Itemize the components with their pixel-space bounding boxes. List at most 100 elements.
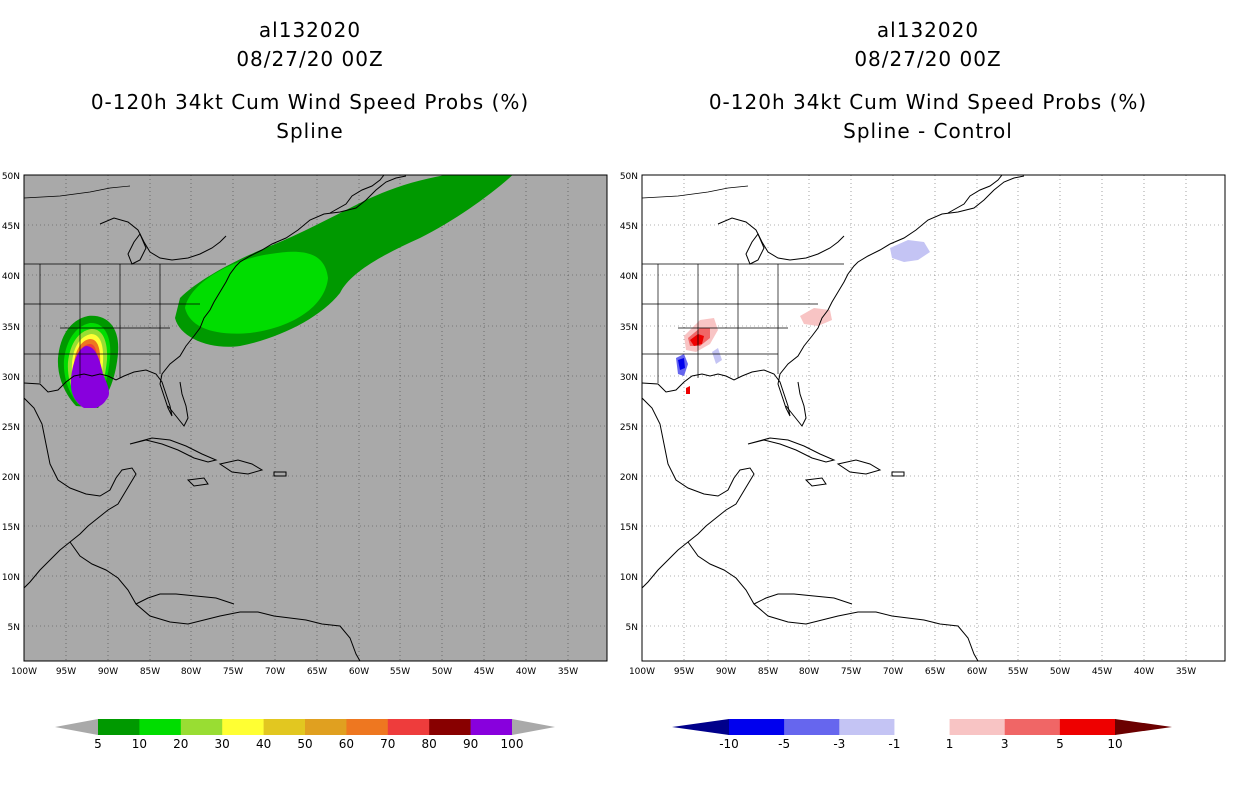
colorbar-label: 80 — [422, 737, 437, 751]
lon-label-95w: 95W — [56, 667, 76, 677]
colorbar-cell — [387, 719, 430, 735]
colorbar-under-arrow — [672, 719, 729, 735]
colorbar-label: -3 — [833, 737, 845, 751]
storm-id: al132020 — [876, 18, 980, 42]
colorbar-label: 10 — [1107, 737, 1122, 751]
lon-label-35w: 35W — [558, 667, 578, 677]
lon-label-45w: 45W — [474, 667, 494, 677]
lon-label-65w: 65W — [925, 667, 945, 677]
storm-id: al132020 — [258, 18, 362, 42]
lon-label-90w: 90W — [716, 667, 736, 677]
lon-label-95w: 95W — [674, 667, 694, 677]
ocean-background — [642, 175, 1225, 661]
lat-label-25n: 25N — [2, 423, 20, 433]
lon-label-80w: 80W — [181, 667, 201, 677]
colorbar-labels: -10 -5 -3 -1 1 3 5 10 — [719, 737, 1122, 751]
right-colorbar: -10 -5 -3 -1 1 3 5 10 — [672, 719, 1172, 751]
lon-labels: 100W 95W 90W 85W 80W 75W 70W 65W 60W 55W… — [629, 667, 1196, 677]
colorbar-cell — [839, 719, 895, 735]
colorbar-label: 10 — [132, 737, 147, 751]
colorbar-cell — [1059, 719, 1116, 735]
lat-label-40n: 40N — [620, 272, 638, 282]
colorbar-label: 90 — [463, 737, 478, 751]
colorbar-label: 5 — [1056, 737, 1064, 751]
lat-label-10n: 10N — [620, 573, 638, 583]
colorbar-cell — [222, 719, 264, 735]
lat-labels: 50N 45N 40N 35N 30N 25N 20N 15N 10N 5N — [620, 172, 638, 633]
colorbar-cell — [139, 719, 182, 735]
lon-label-60w: 60W — [349, 667, 369, 677]
lon-label-40w: 40W — [516, 667, 536, 677]
colorbar-label: 100 — [501, 737, 524, 751]
lon-label-70w: 70W — [883, 667, 903, 677]
colorbar-label: 70 — [380, 737, 395, 751]
lon-label-55w: 55W — [1008, 667, 1028, 677]
coastlines — [642, 175, 1025, 661]
colorbar-labels: 5 10 20 30 40 50 60 70 80 90 100 — [94, 737, 523, 751]
colorbar-cell — [305, 719, 347, 735]
right-difference-map: 50N 45N 40N 35N 30N 25N 20N 15N 10N 5N 1… — [620, 172, 1226, 677]
colorbar-label: -5 — [778, 737, 790, 751]
lon-label-45w: 45W — [1092, 667, 1112, 677]
lat-label-20n: 20N — [620, 473, 638, 483]
product-name: 0-120h 34kt Cum Wind Speed Probs (%) — [708, 90, 1148, 114]
colorbar-label: 40 — [256, 737, 271, 751]
lat-label-10n: 10N — [2, 573, 20, 583]
lat-label-5n: 5N — [626, 623, 638, 633]
lon-label-35w: 35W — [1176, 667, 1196, 677]
lat-label-30n: 30N — [620, 373, 638, 383]
lon-label-85w: 85W — [140, 667, 160, 677]
lon-label-55w: 55W — [390, 667, 410, 677]
lon-label-40w: 40W — [1134, 667, 1154, 677]
colorbar-cells — [729, 719, 1116, 735]
lat-label-15n: 15N — [2, 523, 20, 533]
left-panel-title: al132020 08/27/20 00Z 0-120h 34kt Cum Wi… — [10, 16, 610, 146]
lat-labels: 50N 45N 40N 35N 30N 25N 20N 15N 10N 5N — [2, 172, 20, 633]
colorbar-label: 5 — [94, 737, 102, 751]
lon-label-75w: 75W — [841, 667, 861, 677]
lon-label-75w: 75W — [223, 667, 243, 677]
left-colorbar: 5 10 20 30 40 50 60 70 80 90 100 — [55, 719, 555, 751]
lat-label-30n: 30N — [2, 373, 20, 383]
lon-label-100w: 100W — [629, 667, 655, 677]
map-frame — [23, 174, 608, 662]
colorbar-under-arrow — [55, 719, 98, 735]
lon-label-50w: 50W — [432, 667, 452, 677]
lat-label-50n: 50N — [2, 172, 20, 182]
lon-label-100w: 100W — [11, 667, 37, 677]
colorbar-cell — [263, 719, 306, 735]
lat-label-35n: 35N — [620, 323, 638, 333]
colorbar-cell — [180, 719, 223, 735]
colorbar-label: -10 — [719, 737, 739, 751]
lon-labels: 100W 95W 90W 85W 80W 75W 70W 65W 60W 55W… — [11, 667, 578, 677]
colorbar-cell — [429, 719, 471, 735]
lat-label-20n: 20N — [2, 473, 20, 483]
colorbar-cell — [98, 719, 140, 735]
colorbar-cells — [98, 719, 513, 735]
lon-label-85w: 85W — [758, 667, 778, 677]
lon-label-50w: 50W — [1050, 667, 1070, 677]
lon-label-70w: 70W — [265, 667, 285, 677]
colorbar-cell — [729, 719, 785, 735]
colorbar-cell — [470, 719, 513, 735]
lat-label-15n: 15N — [620, 523, 638, 533]
lat-label-35n: 35N — [2, 323, 20, 333]
colorbar-cell — [894, 719, 950, 735]
colorbar-cell — [346, 719, 389, 735]
colorbar-cell — [1004, 719, 1061, 735]
colorbar-label: 1 — [946, 737, 954, 751]
lon-label-90w: 90W — [98, 667, 118, 677]
method-name: Spline - Control — [843, 119, 1013, 143]
colorbar-label: 3 — [1001, 737, 1009, 751]
colorbar-over-arrow — [512, 719, 555, 735]
colorbar-label: 30 — [215, 737, 230, 751]
colorbar-cell — [949, 719, 1006, 735]
colorbar-over-arrow — [1115, 719, 1172, 735]
colorbar-label: -1 — [888, 737, 900, 751]
lat-label-45n: 45N — [620, 222, 638, 232]
init-time: 08/27/20 00Z — [236, 47, 384, 71]
lon-label-80w: 80W — [799, 667, 819, 677]
product-name: 0-120h 34kt Cum Wind Speed Probs (%) — [90, 90, 530, 114]
coastlines — [24, 175, 407, 661]
method-name: Spline — [276, 119, 344, 143]
